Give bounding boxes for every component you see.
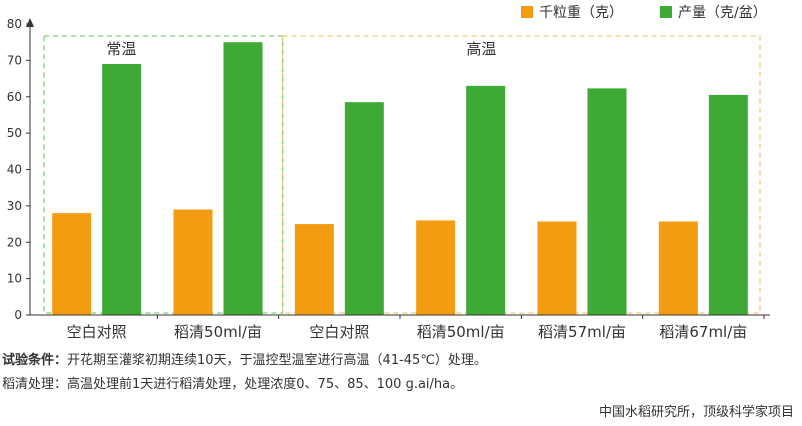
group-box <box>43 35 284 314</box>
y-tick-label: 40 <box>7 163 22 177</box>
legend-swatch <box>660 6 672 18</box>
x-category-label: 空白对照 <box>67 323 127 341</box>
group-box <box>282 35 761 314</box>
bar-grain-weight <box>52 213 92 315</box>
bars <box>52 42 748 316</box>
legend-swatch <box>521 6 533 18</box>
y-tick-label: 10 <box>7 272 22 286</box>
group-label: 常温 <box>106 40 136 58</box>
group-label: 高温 <box>466 40 496 58</box>
bar-grain-weight <box>294 224 334 315</box>
y-tick-label: 0 <box>14 308 22 322</box>
group-boxes: 常温 高温 <box>43 35 761 314</box>
bar-grain-weight <box>658 221 698 315</box>
bar-grain-weight <box>173 209 213 315</box>
bar-yield <box>587 88 627 315</box>
y-tick-label: 70 <box>7 53 22 67</box>
bar-yield <box>223 42 263 315</box>
note-treatment: 稻清处理：高温处理前1天进行稻清处理，处理浓度0、75、85、100 g.ai/… <box>2 377 464 392</box>
bar-grain-weight <box>416 220 456 315</box>
x-category-label: 稻清57ml/亩 <box>538 323 626 341</box>
bar-yield <box>102 64 142 315</box>
bar-chart: 千粒重（克） 产量（克/盆） 常温 高温 0 10 20 30 40 50 60 70 80 空白对… <box>7 5 770 341</box>
credit-text: 中国水稻研究所，顶级科学家项目 <box>598 405 794 420</box>
note-test-conditions-label: 试验条件： <box>2 353 68 368</box>
x-category-label: 空白对照 <box>309 323 369 341</box>
bar-yield <box>344 102 384 315</box>
y-tick-label: 50 <box>7 126 22 140</box>
y-tick-label: 20 <box>7 235 22 249</box>
y-tick-label: 60 <box>7 90 22 104</box>
y-ticks: 0 10 20 30 40 50 60 70 80 <box>7 17 30 322</box>
y-tick-label: 80 <box>7 17 22 31</box>
x-category-label: 稻清50ml/亩 <box>174 323 262 341</box>
x-category-label: 稻清50ml/亩 <box>417 323 505 341</box>
bar-grain-weight <box>537 221 577 315</box>
note-test-conditions-text: 开花期至灌浆初期连续10天，于温控型温室进行高温（41-45℃）处理。 <box>67 353 487 368</box>
bar-yield <box>466 85 506 316</box>
chart-legend: 千粒重（克） 产量（克/盆） <box>521 5 767 21</box>
bar-yield <box>708 94 748 316</box>
legend-label: 千粒重（克） <box>539 5 623 21</box>
y-axis-arrow <box>26 18 34 27</box>
y-tick-label: 30 <box>7 199 22 213</box>
note-test-conditions: 试验条件：开花期至灌浆初期连续10天，于温控型温室进行高温（41-45℃）处理。 <box>2 352 487 370</box>
x-category-label: 稻清67ml/亩 <box>659 323 747 341</box>
x-labels: 空白对照 稻清50ml/亩 空白对照 稻清50ml/亩 稻清57ml/亩 稻清67ml/亩 <box>67 315 765 341</box>
legend-label: 产量（克/盆） <box>678 5 767 21</box>
